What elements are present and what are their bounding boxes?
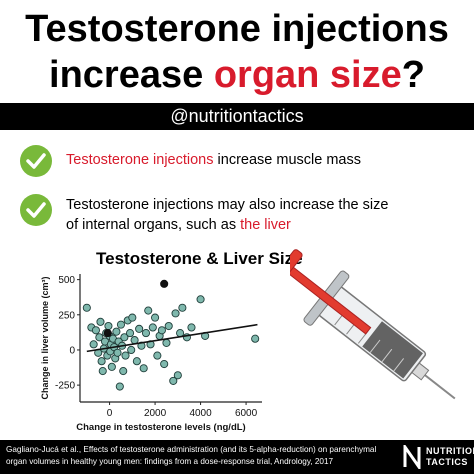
data-point [141,329,151,338]
data-point [104,321,113,331]
data-point [113,348,122,357]
data-point [89,340,98,349]
data-point [120,333,129,342]
x-tick-label: 6000 [235,408,258,419]
data-point [96,317,105,326]
point-2-line-1: Testosterone injections may also increas… [66,197,389,213]
brand-line-1: NUTRITION [426,446,474,456]
x-tick-label: 4000 [189,408,212,419]
point-2: Testosterone injections may also increas… [66,195,388,235]
data-point [135,324,144,333]
title-highlight: organ size [213,54,402,96]
title-line-2-prefix: increase [49,54,214,96]
data-point [112,327,121,336]
citation: Gagliano-Jucá et al., Effects of testost… [6,445,377,466]
data-point [121,351,130,360]
handle-banner: @nutritiontactics [0,103,474,130]
data-point [139,364,148,373]
data-point [171,309,180,318]
brand-logo: NUTRITION TACTICS [400,442,474,472]
data-point [162,338,171,347]
highlight-point [160,279,169,288]
y-tick-label: 500 [58,275,75,286]
data-point [178,303,187,312]
point-2-line-2: of internal organs, such as the liver [66,215,388,235]
data-point [126,329,135,338]
y-tick-label: -250 [55,381,75,392]
data-point [132,357,141,366]
data-point [95,333,104,342]
footer: Gagliano-Jucá et al., Effects of testost… [0,440,474,474]
data-point [127,345,136,355]
data-point [116,320,125,329]
y-axis-label: Change in liver volume (cm³) [40,276,50,399]
x-tick-label: 0 [107,408,113,419]
trend-line [86,323,258,353]
data-point [130,336,139,345]
data-point [128,313,137,322]
data-point [148,323,157,332]
point-1: Testosterone injections increase muscle … [66,150,361,170]
data-point [160,359,169,369]
data-point [144,306,153,315]
y-tick-label: 0 [69,345,75,356]
data-point [119,367,128,376]
check-icon [20,145,52,177]
data-point [157,326,166,335]
title-line-2: increase organ size? [0,52,474,98]
data-point [169,376,178,385]
data-point [251,334,260,343]
chart-title: Testosterone & Liver Size [96,249,303,268]
point-1-highlight: Testosterone injections [66,152,214,168]
x-axis-label: Change in testosterone levels (ng/dL) [76,422,245,433]
data-point [97,357,106,366]
title-line-1: Testosterone injections [25,8,449,50]
brand-line-2: TACTICS [426,457,468,467]
data-point [91,326,100,335]
data-point [153,351,162,360]
data-point [151,313,160,322]
y-tick-label: 250 [58,310,75,321]
logo-icon [403,445,421,469]
scatter-chart: 500 250 0 -250 0 2000 4000 6000 Change in testos… [40,274,262,433]
data-point [115,382,124,391]
highlight-point [103,329,112,338]
point-2-line-2-prefix: of internal organs, such as [66,217,241,233]
data-point [82,303,91,312]
title-line-2-suffix: ? [401,54,425,96]
data-point [164,321,173,331]
check-icon [20,194,52,226]
data-point [187,323,196,332]
syringe-icon [290,249,456,400]
page-title: Testosterone injections increase organ s… [0,6,474,98]
data-point [107,362,116,371]
point-1-text: increase muscle mass [213,152,361,168]
data-point [173,371,182,380]
x-tick-label: 2000 [144,408,167,419]
data-point [196,295,205,304]
point-2-highlight: the liver [240,217,291,233]
data-point [98,367,107,376]
